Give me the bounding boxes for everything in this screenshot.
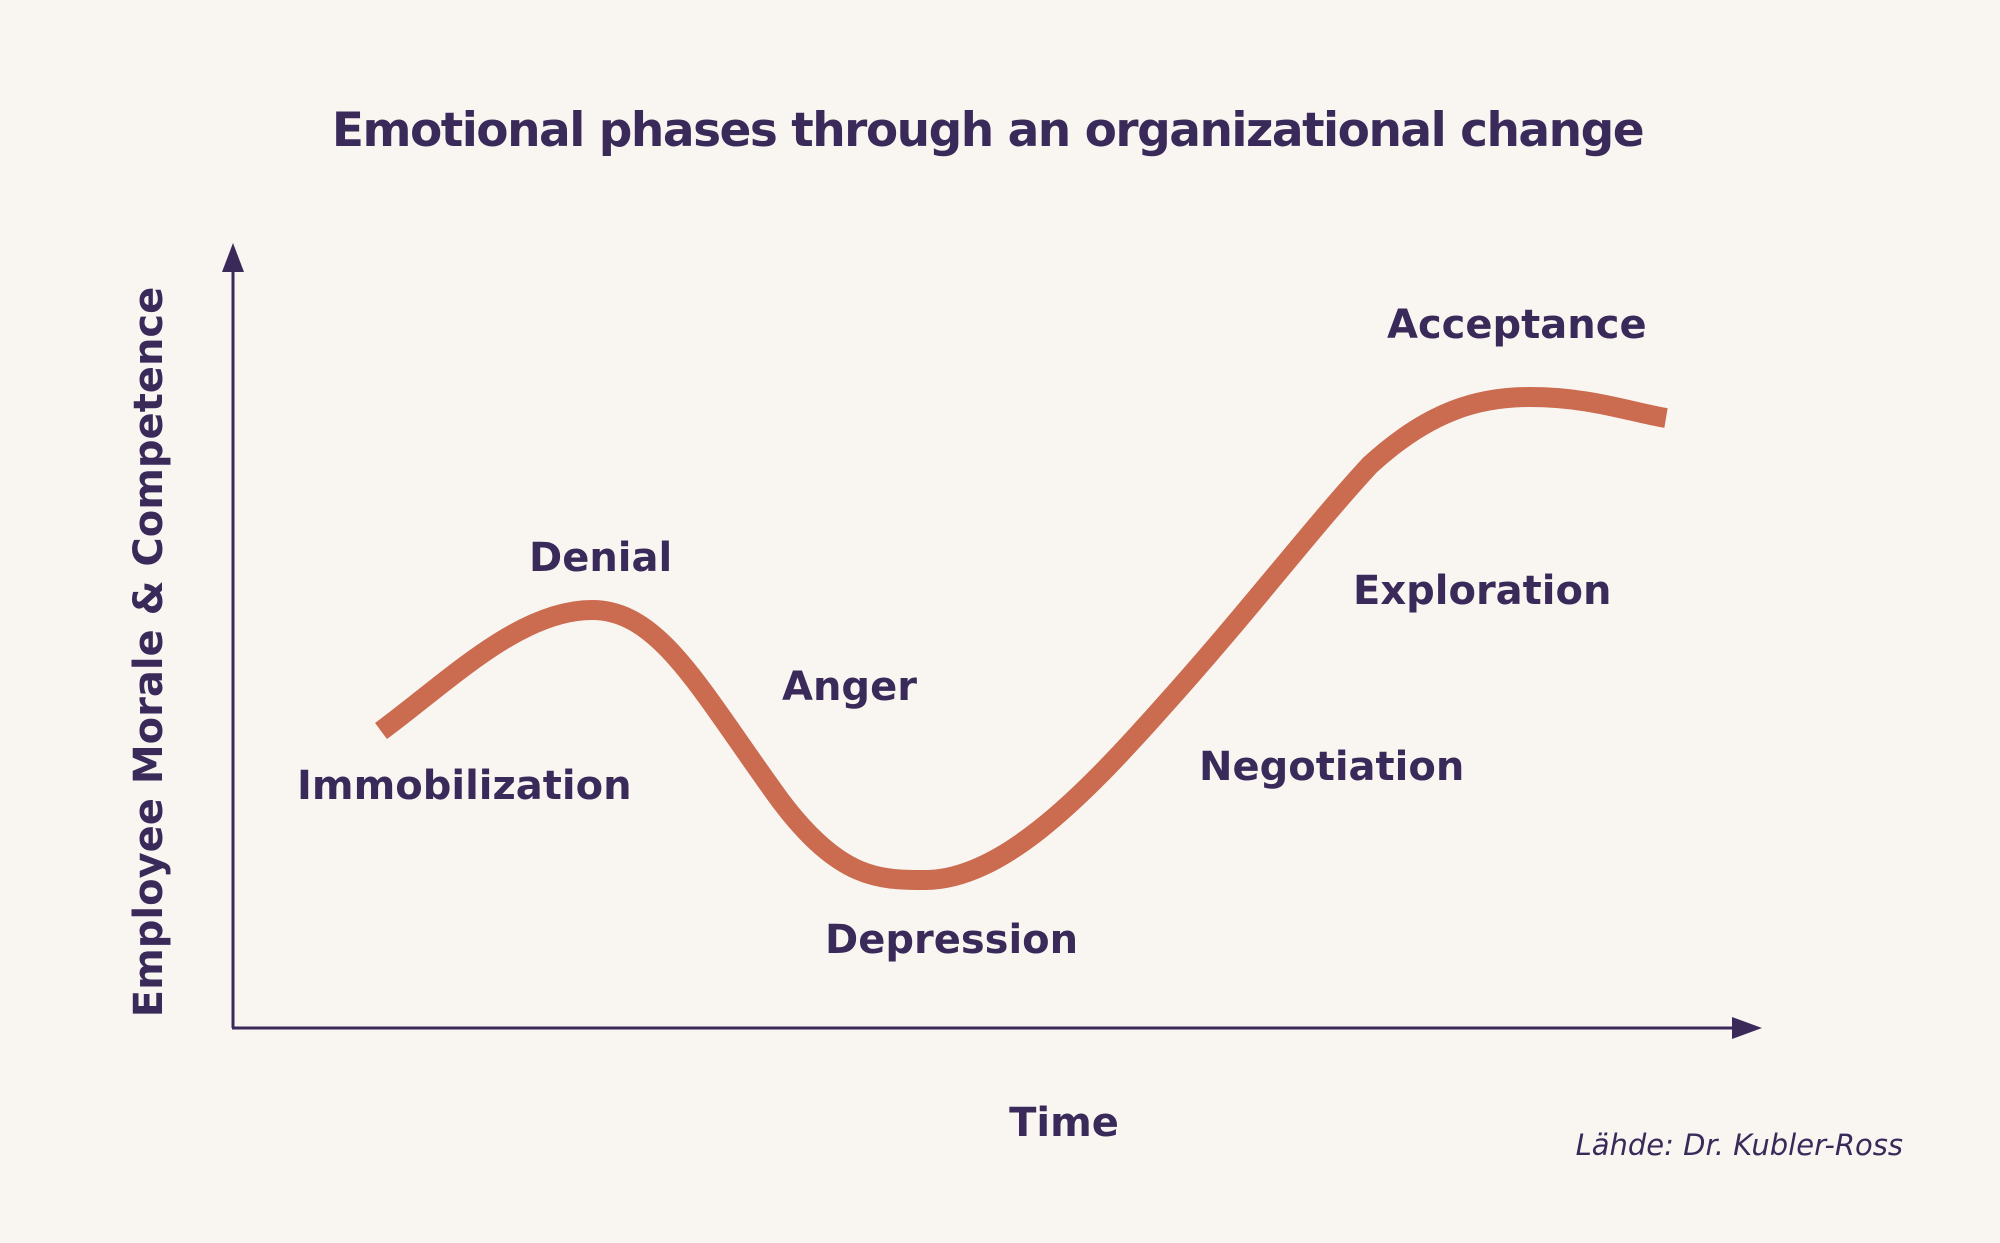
phase-label-acceptance: Acceptance	[1387, 302, 1647, 348]
phase-label-exploration: Exploration	[1353, 568, 1611, 614]
y-axis-arrowhead	[222, 243, 244, 272]
phase-label-denial: Denial	[529, 535, 672, 581]
source-note: Lähde: Dr. Kubler-Ross	[1576, 1128, 1903, 1162]
phase-label-negotiation: Negotiation	[1199, 744, 1464, 790]
x-axis-arrowhead	[1732, 1017, 1762, 1039]
phase-label-depression: Depression	[825, 917, 1078, 963]
phase-label-anger: Anger	[782, 664, 917, 710]
y-axis-label: Employee Morale & Competence	[126, 287, 172, 1018]
emotional-change-curve	[375, 387, 1668, 890]
phase-label-immobilization: Immobilization	[297, 763, 632, 809]
diagram-title: Emotional phases through an organization…	[331, 103, 1645, 158]
x-axis-label: Time	[1009, 1100, 1119, 1146]
